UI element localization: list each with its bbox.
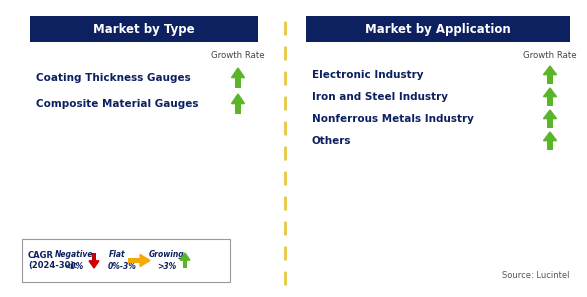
Bar	[92, 253, 96, 261]
Bar	[548, 119, 552, 128]
Bar	[548, 97, 552, 106]
Text: Composite Material Gauges: Composite Material Gauges	[36, 99, 198, 109]
Polygon shape	[231, 94, 245, 104]
Text: Coating Thickness Gauges: Coating Thickness Gauges	[36, 73, 191, 83]
Polygon shape	[89, 261, 99, 268]
Text: Growth Rate: Growth Rate	[211, 51, 265, 61]
Text: >3%: >3%	[157, 262, 177, 271]
Text: Source: Lucintel: Source: Lucintel	[502, 271, 570, 280]
Bar	[235, 78, 241, 88]
Polygon shape	[544, 88, 556, 97]
Text: CAGR: CAGR	[28, 251, 54, 260]
Bar	[183, 260, 187, 268]
FancyBboxPatch shape	[22, 239, 230, 282]
Bar	[548, 75, 552, 84]
Text: (2024-30):: (2024-30):	[28, 261, 77, 270]
FancyBboxPatch shape	[306, 16, 570, 42]
Bar	[235, 104, 241, 114]
Text: Market by Application: Market by Application	[365, 23, 511, 36]
Text: 0%-3%: 0%-3%	[107, 262, 136, 271]
Text: Growing: Growing	[149, 250, 185, 259]
Text: Iron and Steel Industry: Iron and Steel Industry	[312, 92, 448, 102]
Polygon shape	[140, 255, 150, 266]
Text: Market by Type: Market by Type	[93, 23, 195, 36]
Text: <0%: <0%	[65, 262, 83, 271]
Polygon shape	[544, 110, 556, 119]
FancyBboxPatch shape	[30, 16, 258, 42]
Polygon shape	[544, 66, 556, 75]
Bar	[548, 141, 552, 150]
Text: Growth Rate: Growth Rate	[523, 51, 577, 61]
Bar	[128, 258, 140, 263]
Polygon shape	[231, 68, 245, 78]
Text: Others: Others	[312, 136, 352, 146]
Text: Flat: Flat	[109, 250, 125, 259]
Polygon shape	[544, 132, 556, 141]
Text: Electronic Industry: Electronic Industry	[312, 70, 423, 80]
Text: Nonferrous Metals Industry: Nonferrous Metals Industry	[312, 114, 474, 124]
Text: Negative: Negative	[55, 250, 93, 259]
Polygon shape	[180, 253, 190, 260]
